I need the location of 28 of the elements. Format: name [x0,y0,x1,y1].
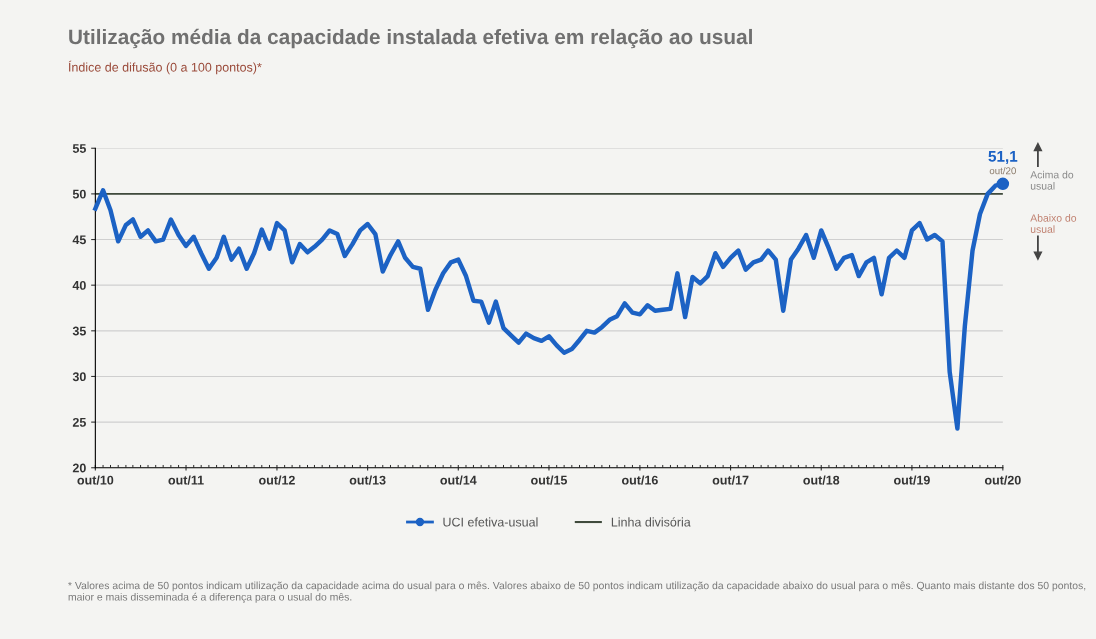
annotation: out/20 [989,167,1016,175]
x-tick-label: out/20 [984,475,1021,485]
x-tick-label: out/10 [77,475,114,485]
y-tick-label: 40 [72,280,86,290]
x-tick-label: out/15 [531,475,568,485]
x-tick-label: out/17 [712,475,749,485]
y-tick-label: 35 [72,326,86,336]
x-tick-label: out/14 [440,475,477,485]
x-tick-label: out/16 [621,475,658,485]
x-tick-label: out/11 [168,475,204,485]
text: Abaixo do usual [1030,214,1077,233]
text: Acima do usual [1030,170,1074,190]
annotation: 51,1 [988,151,1018,164]
y-tick-label: 25 [72,417,86,427]
x-tick-label: out/13 [349,475,386,485]
y-tick-label: 30 [72,372,86,382]
y-tick-label: 20 [72,463,86,473]
y-tick-label: 55 [72,144,86,153]
x-tick-label: out/19 [894,475,930,485]
y-tick-label: 45 [72,235,86,245]
legend-label: Linha divisória [611,517,691,527]
text: * Valores acima de 50 pontos indicam utilização da capacidade acima do usual para o mês. Valores abaixo de 50 pontos indicam utilização da capacidade abaixo do usual para o mês. Quanto mais distante dos 50 pontos, maior e mais disseminada é a diferença para o usual do mês. [68,581,1086,603]
x-tick-label: out/18 [803,475,840,485]
y-tick-label: 50 [72,189,86,199]
chart-subtitle: Índice de difusão (0 a 100 pontos)* [68,60,262,75]
legend-label: UCI efetiva-usual [443,517,538,527]
chart-title: Utilização média da capacidade instalada efetiva em relação ao usual [69,28,752,49]
x-tick-label: out/12 [259,475,295,485]
